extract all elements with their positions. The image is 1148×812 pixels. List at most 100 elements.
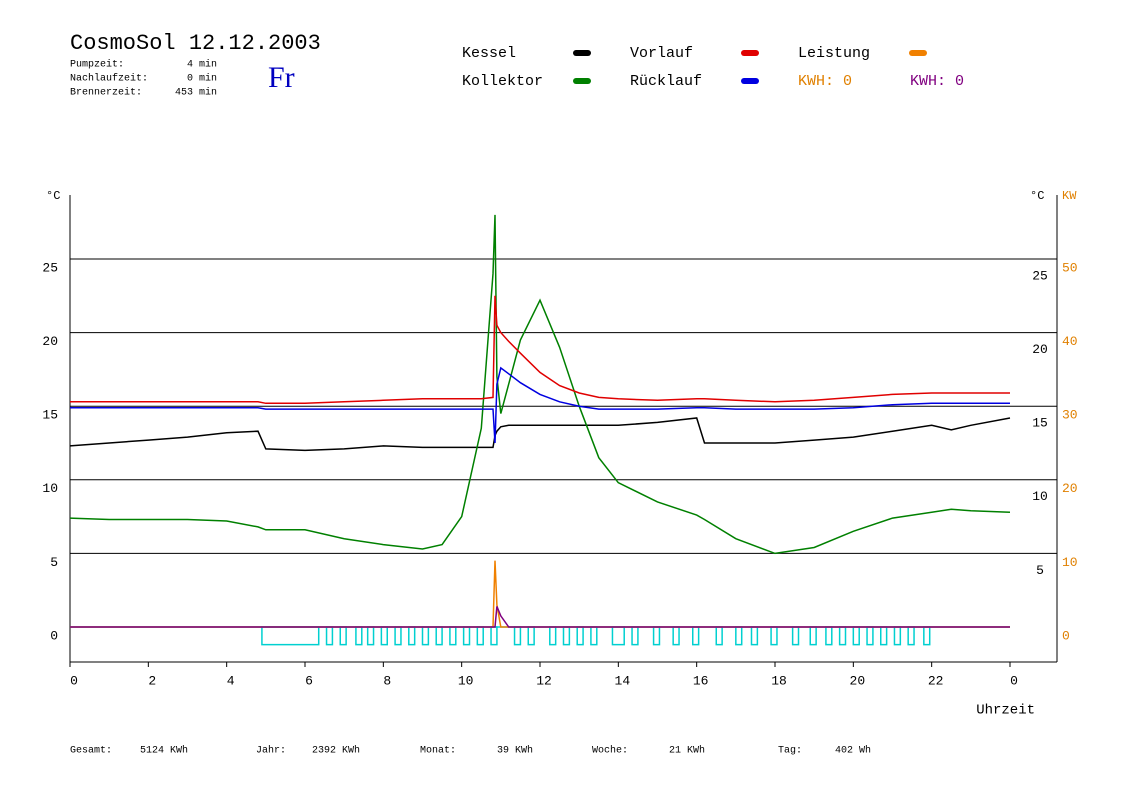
pump-interval [631, 626, 639, 646]
y-right-tick-label: 25 [1032, 268, 1048, 283]
pump-interval [750, 626, 759, 646]
x-tick-label: 20 [850, 673, 866, 688]
pump-interval [715, 626, 723, 646]
pump-interval [611, 626, 625, 646]
pump-interval [880, 626, 888, 646]
pump-interval [366, 626, 375, 646]
pump-interval [672, 626, 680, 646]
footer-label: Jahr: [256, 745, 286, 757]
pump-interval [893, 626, 902, 646]
pump-interval [576, 626, 584, 646]
pump-interval [735, 626, 743, 646]
pump-interval [562, 626, 571, 646]
footer-value: 21 KWh [669, 745, 705, 757]
pump-interval [692, 626, 700, 646]
legend-label: Rücklauf [630, 73, 702, 90]
pump-interval [339, 626, 347, 646]
pump-interval [513, 626, 522, 646]
pump-interval [261, 626, 320, 646]
y-tick-label: 15 [42, 408, 58, 423]
legend-label: Kollektor [462, 73, 543, 90]
series-line [69, 417, 1011, 452]
kwh-label: KWH: 0 [910, 73, 964, 90]
y2-tick-label: 40 [1062, 334, 1078, 349]
pump-interval [652, 626, 661, 646]
x-tick-label: 2 [148, 673, 156, 688]
x-tick-label: 14 [615, 673, 631, 688]
footer-label: Gesamt: [70, 746, 112, 757]
pump-interval [408, 626, 416, 646]
pump-interval [380, 626, 388, 646]
pump-interval [394, 626, 402, 646]
x-tick-label: 4 [227, 673, 235, 688]
series-line [70, 295, 1010, 405]
pump-interval [852, 626, 860, 646]
footer-value: 402 Wh [835, 745, 871, 757]
y2-tick-label: 50 [1062, 260, 1078, 275]
weekday: Fr [268, 61, 295, 94]
y-tick-label: 20 [42, 334, 58, 349]
pump-interval [549, 626, 557, 646]
x-tick-label: 6 [305, 673, 313, 688]
y2-tick-label: 0 [1062, 628, 1070, 643]
x-axis-label: Uhrzeit [976, 703, 1035, 719]
x-tick-label: 0 [1010, 673, 1018, 688]
y2-axis-label-c: °C [1030, 189, 1044, 203]
x-tick-label: 16 [693, 673, 709, 688]
x-tick-label: 12 [536, 673, 552, 688]
y2-tick-label: 30 [1062, 408, 1078, 423]
pump-interval [355, 626, 363, 646]
footer-value: 2392 KWh [312, 745, 360, 757]
pump-interval [825, 626, 833, 646]
pump-interval [435, 626, 443, 646]
pump-interval [527, 626, 535, 646]
pump-interval [325, 626, 334, 646]
x-tick-label: 10 [458, 673, 474, 688]
kwh-label: KWH: 0 [798, 73, 852, 90]
stat-value: 0 min [187, 73, 217, 85]
pump-interval [770, 626, 778, 646]
y-tick-label: 0 [50, 628, 58, 643]
footer-label: Woche: [592, 745, 628, 757]
pump-interval [476, 626, 484, 646]
footer-value: 39 KWh [497, 745, 533, 757]
legend-label: Leistung [798, 45, 870, 62]
footer-label: Monat: [420, 746, 456, 757]
x-tick-label: 8 [383, 673, 391, 688]
y-right-tick-label: 5 [1036, 563, 1044, 578]
y-tick-label: 5 [50, 555, 58, 570]
series-line [70, 606, 1010, 628]
y2-tick-label: 20 [1062, 481, 1078, 496]
stat-label: Pumpzeit: [70, 59, 124, 71]
series-line [69, 214, 1011, 555]
y-tick-label: 10 [42, 481, 58, 496]
pump-interval [421, 626, 430, 646]
y-right-tick-label: 10 [1032, 489, 1048, 504]
pump-interval [490, 626, 498, 646]
chart-title: CosmoSol 12.12.2003 [70, 31, 321, 56]
x-tick-label: 18 [771, 673, 787, 688]
pump-interval [462, 626, 471, 646]
stat-value: 4 min [187, 59, 217, 71]
pump-interval [866, 626, 874, 646]
pump-interval [809, 626, 817, 646]
pump-interval [791, 626, 800, 646]
y2-axis-label: KW [1062, 189, 1077, 203]
y-tick-label: 25 [42, 260, 58, 275]
pump-interval [449, 626, 457, 646]
legend-label: Kessel [462, 45, 516, 62]
pump-interval [590, 626, 598, 646]
series-line [70, 560, 1010, 628]
y-right-tick-label: 20 [1032, 342, 1048, 357]
pump-interval [907, 626, 915, 646]
footer-value: 5124 KWh [140, 745, 188, 757]
x-tick-label: 22 [928, 673, 944, 688]
y-right-tick-label: 15 [1032, 416, 1048, 431]
pump-interval [923, 626, 931, 646]
stat-label: Brennerzeit: [70, 87, 142, 99]
stat-value: 453 min [175, 87, 217, 99]
footer-label: Tag: [778, 746, 802, 757]
y2-tick-label: 10 [1062, 555, 1078, 570]
x-tick-label: 0 [70, 673, 78, 688]
